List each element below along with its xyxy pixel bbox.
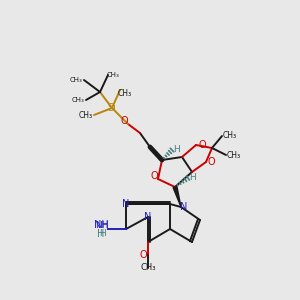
Text: H: H <box>189 173 195 182</box>
Text: O: O <box>207 157 215 167</box>
Text: CH₃: CH₃ <box>118 88 132 98</box>
Text: O: O <box>120 116 128 126</box>
Text: H: H <box>99 230 105 238</box>
Text: O: O <box>198 140 206 150</box>
Text: NH: NH <box>95 221 109 230</box>
Text: Si: Si <box>108 103 116 113</box>
Text: O: O <box>139 250 147 260</box>
Text: N: N <box>144 212 152 222</box>
Text: H: H <box>97 229 105 239</box>
Text: H: H <box>172 146 179 154</box>
Text: NH: NH <box>94 220 108 230</box>
Text: CH₃: CH₃ <box>70 77 83 83</box>
Text: N: N <box>180 202 188 212</box>
Polygon shape <box>173 186 181 207</box>
Text: CH₃: CH₃ <box>106 72 119 78</box>
Text: CH₃: CH₃ <box>227 151 241 160</box>
Text: O: O <box>150 171 158 181</box>
Text: CH₃: CH₃ <box>223 131 237 140</box>
Text: CH₃: CH₃ <box>140 263 156 272</box>
Text: CH₃: CH₃ <box>72 97 84 103</box>
Text: N: N <box>122 199 130 209</box>
Text: CH₃: CH₃ <box>79 110 93 119</box>
